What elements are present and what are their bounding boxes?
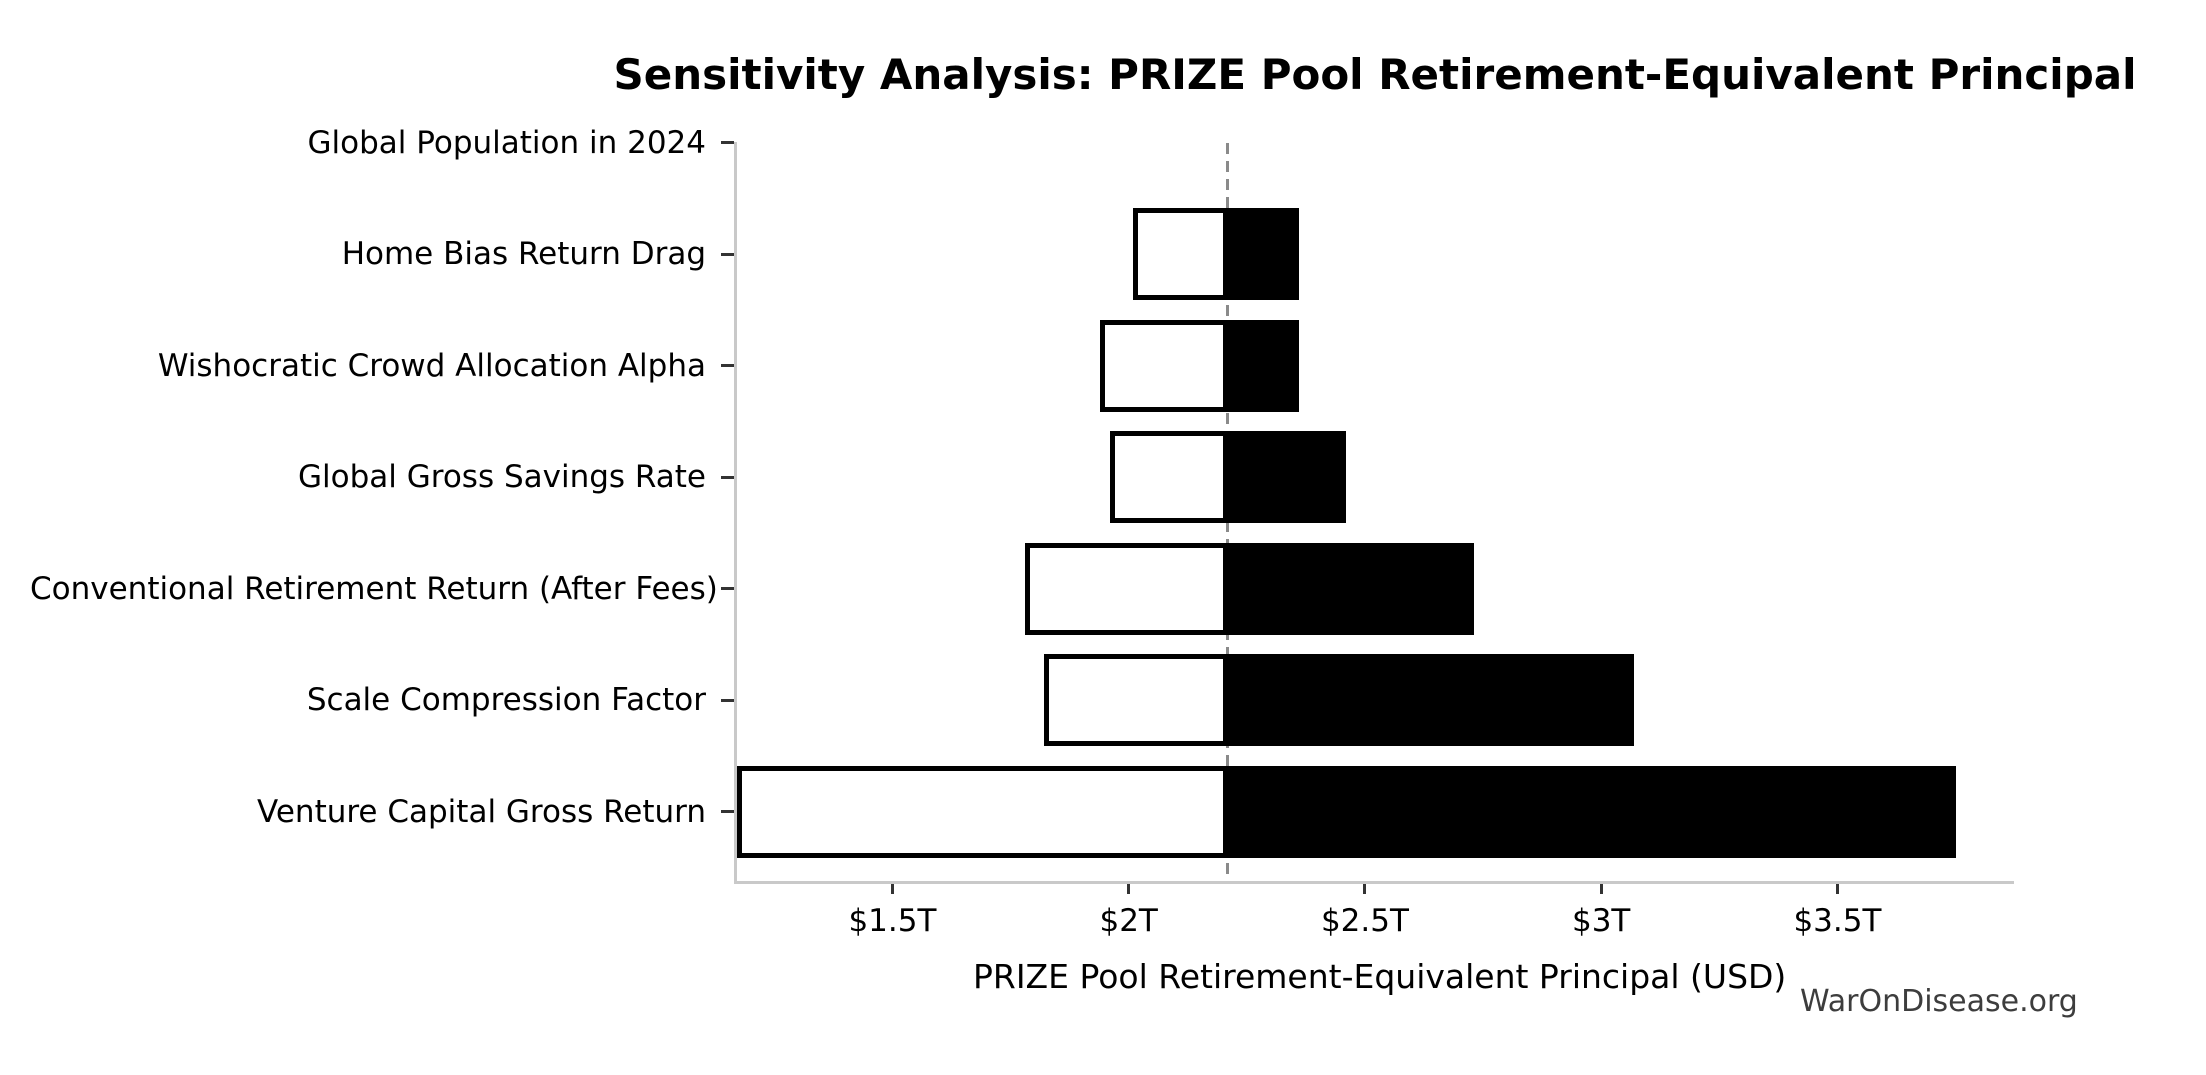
- bar-low-6: [736, 765, 1228, 858]
- x-axis-tick-label: $2.5T: [1320, 903, 1409, 939]
- category-label: Conventional Retirement Return (After Fe…: [30, 570, 718, 607]
- y-axis-tick-mark: [721, 698, 734, 702]
- chart-title: Sensitivity Analysis: PRIZE Pool Retirem…: [613, 50, 2137, 99]
- bar-high-2: [1227, 319, 1299, 412]
- bar-low-4: [1024, 542, 1228, 635]
- y-axis-tick-mark: [721, 587, 734, 590]
- bar-high-4: [1227, 542, 1474, 635]
- y-axis-tick-mark: [721, 364, 734, 367]
- bar-low-3: [1109, 431, 1228, 523]
- x-axis-tick-mark: [1835, 884, 1839, 894]
- category-label: Venture Capital Gross Return: [257, 793, 706, 830]
- y-axis-spine: [734, 142, 737, 884]
- x-axis-tick-mark: [1363, 884, 1367, 894]
- category-label: Wishocratic Crowd Allocation Alpha: [157, 347, 706, 384]
- bar-high-5: [1227, 654, 1635, 746]
- x-axis-label: PRIZE Pool Retirement-Equivalent Princip…: [973, 957, 1787, 996]
- category-label: Global Population in 2024: [307, 124, 706, 161]
- x-axis-tick-label: $1.5T: [848, 903, 937, 939]
- bar-low-2: [1100, 319, 1228, 412]
- bar-high-1: [1227, 208, 1299, 300]
- y-axis-tick-mark: [721, 141, 734, 144]
- y-axis-tick-mark: [721, 810, 734, 813]
- x-axis-tick-label: $3.5T: [1793, 903, 1882, 939]
- category-label: Global Gross Savings Rate: [298, 459, 706, 495]
- x-axis-spine: [734, 881, 2014, 884]
- category-label: Home Bias Return Drag: [341, 236, 706, 272]
- bar-high-3: [1227, 431, 1347, 523]
- x-axis-tick-mark: [1127, 884, 1131, 894]
- x-axis-tick-mark: [1599, 884, 1603, 894]
- category-label: Scale Compression Factor: [306, 682, 706, 718]
- x-axis-tick-label: $2T: [1099, 903, 1158, 939]
- bar-low-1: [1133, 208, 1228, 300]
- bar-high-6: [1227, 765, 1956, 858]
- x-axis-tick-label: $3T: [1571, 903, 1631, 939]
- y-axis-tick-mark: [721, 475, 734, 479]
- y-axis-tick-mark: [721, 252, 734, 256]
- watermark: WarOnDisease.org: [1800, 984, 2078, 1019]
- x-axis-tick-mark: [890, 884, 894, 894]
- bar-low-5: [1043, 654, 1228, 746]
